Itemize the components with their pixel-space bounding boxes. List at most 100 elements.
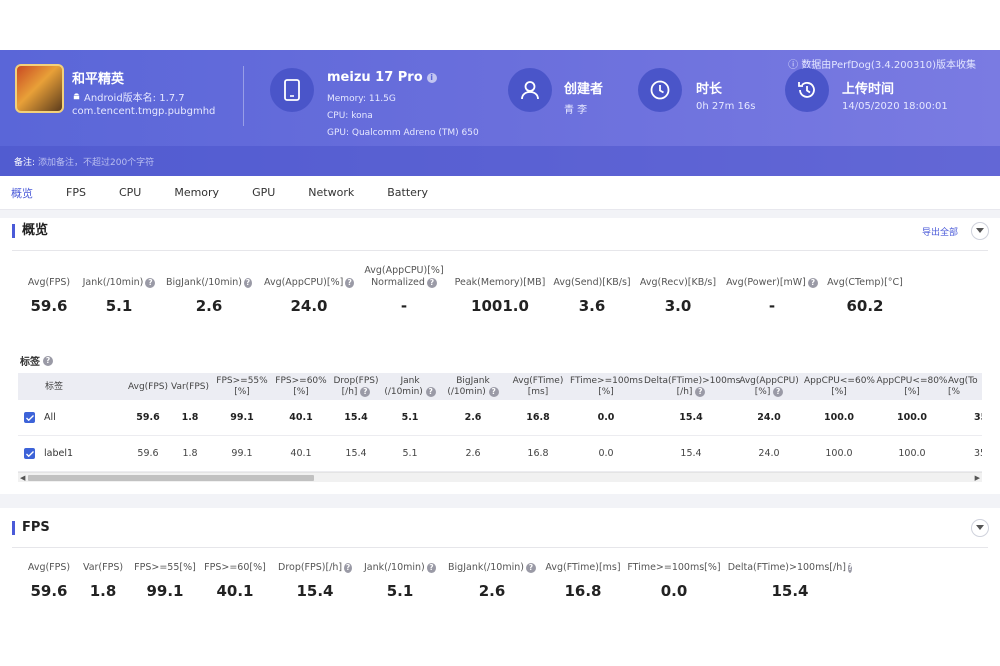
help-icon[interactable]: ? bbox=[773, 387, 784, 397]
section-gap bbox=[0, 210, 1000, 218]
table-cell: 1.8 bbox=[182, 448, 198, 459]
help-icon[interactable]: ? bbox=[145, 278, 156, 288]
header-divider bbox=[243, 66, 244, 126]
col-header: AppCPU<=60% [%] bbox=[804, 376, 875, 397]
note-input[interactable]: 添加备注，不超过200个字符 bbox=[38, 158, 155, 168]
stat-label: Drop(FPS)[/h]? bbox=[278, 562, 352, 574]
help-icon[interactable]: ? bbox=[425, 387, 436, 397]
tab-fps[interactable]: FPS bbox=[66, 186, 86, 199]
device-info-icon[interactable]: i bbox=[426, 72, 437, 83]
perfdog-version-text: 数据由PerfDog(3.4.200310)版本收集 bbox=[801, 60, 976, 71]
col-header: AppCPU<=80% [%] bbox=[876, 376, 948, 397]
duration-value: 0h 27m 16s bbox=[696, 101, 756, 112]
help-icon[interactable]: ? bbox=[426, 563, 436, 573]
col-header: FTime>=100ms [%] bbox=[570, 376, 643, 397]
stat-value: 3.0 bbox=[664, 297, 692, 315]
tab-bar: 概览 FPS CPU Memory GPU Network Battery bbox=[0, 176, 1000, 210]
fps-collapse-button[interactable] bbox=[971, 519, 989, 537]
table-cell: 15.4 bbox=[345, 448, 367, 459]
table-cell: 40.1 bbox=[290, 448, 312, 459]
col-header: 标签 bbox=[44, 382, 63, 392]
row-checkbox[interactable] bbox=[24, 448, 35, 459]
help-icon[interactable]: ? bbox=[807, 278, 818, 288]
table-row: All 59.6 1.8 99.1 40.1 15.4 5.1 2.6 16.8… bbox=[18, 400, 982, 436]
col-header: FPS>=60% [%] bbox=[275, 376, 327, 397]
chevron-down-icon bbox=[976, 525, 984, 530]
help-icon[interactable]: ? bbox=[344, 563, 352, 573]
stat-label: Jank(/10min)? bbox=[82, 277, 156, 289]
export-all-link[interactable]: 导出全部 bbox=[922, 228, 959, 238]
stat-value: 59.6 bbox=[30, 297, 68, 315]
device-icon bbox=[270, 68, 314, 112]
help-icon[interactable]: ? bbox=[426, 278, 437, 288]
col-header: Avg(FPS) bbox=[127, 382, 168, 392]
device-cpu: CPU: kona bbox=[327, 111, 373, 121]
fps-stat-delta-ftime: Delta(FTime)>100ms[/h]? 15.4 bbox=[728, 562, 853, 600]
stat-label: Avg(Power)[mW]? bbox=[726, 277, 818, 289]
stat-label: FPS>=55[%] bbox=[134, 562, 196, 573]
stat-label: FPS>=60[%] bbox=[204, 562, 266, 573]
scroll-thumb[interactable] bbox=[28, 475, 314, 481]
stat-label: Avg(FPS) bbox=[27, 562, 71, 573]
overview-collapse-button[interactable] bbox=[971, 222, 989, 240]
tab-battery[interactable]: Battery bbox=[387, 186, 428, 199]
app-name: 和平精英 bbox=[72, 72, 125, 87]
stat-value: 60.2 bbox=[846, 297, 884, 315]
tab-network[interactable]: Network bbox=[308, 186, 355, 199]
col-header: Avg(To [% bbox=[948, 376, 978, 397]
device-gpu: GPU: Qualcomm Adreno (TM) 650 bbox=[327, 128, 479, 138]
col-header: Var(FPS) bbox=[170, 382, 209, 392]
stat-avg-appcpu: Avg(AppCPU)[%]? 24.0 bbox=[264, 277, 354, 315]
tab-overview[interactable]: 概览 bbox=[11, 186, 33, 200]
upload-time-label: 上传时间 bbox=[842, 82, 895, 97]
row-checkbox[interactable] bbox=[24, 412, 35, 423]
table-cell: 100.0 bbox=[825, 448, 853, 459]
user-icon bbox=[508, 68, 552, 112]
tab-gpu[interactable]: GPU bbox=[252, 186, 276, 199]
perfdog-version-note: ⓘ 数据由PerfDog(3.4.200310)版本收集 bbox=[788, 60, 976, 71]
stat-label-text: Normalized bbox=[371, 277, 425, 288]
stat-label: Avg(FPS) bbox=[27, 277, 71, 288]
table-cell: 24.0 bbox=[758, 448, 780, 459]
stat-label: Avg(AppCPU)[%]? bbox=[264, 277, 354, 289]
stat-value: 15.4 bbox=[296, 582, 334, 600]
device-name-text: meizu 17 Pro bbox=[327, 70, 423, 85]
stat-value: 15.4 bbox=[771, 582, 809, 600]
stat-value: 1001.0 bbox=[471, 297, 529, 315]
table-cell: 2.6 bbox=[465, 448, 481, 459]
table-horizontal-scrollbar[interactable]: ◀ ▶ bbox=[18, 472, 982, 482]
help-icon[interactable]: ? bbox=[43, 355, 53, 366]
help-icon[interactable]: ? bbox=[345, 278, 354, 288]
stat-label-text: BigJank(/10min) bbox=[448, 562, 524, 573]
fps-stat-avg-fps: Avg(FPS) 59.6 bbox=[18, 562, 80, 600]
stat-label: Avg(Send)[KB/s] bbox=[553, 277, 631, 288]
stat-label: Peak(Memory)[MB] bbox=[454, 277, 546, 288]
scroll-right-arrow-icon[interactable]: ▶ bbox=[974, 474, 980, 482]
fps-stat-avg-ftime: Avg(FTime)[ms] 16.8 bbox=[545, 562, 620, 600]
stat-label: Var(FPS) bbox=[82, 562, 124, 573]
tab-cpu[interactable]: CPU bbox=[118, 186, 142, 199]
stat-value: 16.8 bbox=[564, 582, 602, 600]
tab-memory[interactable]: Memory bbox=[174, 186, 220, 199]
stat-avg-ctemp: Avg(CTemp)[°C] 60.2 bbox=[827, 277, 903, 315]
app-version: Android版本名: 1.7.7 bbox=[72, 89, 185, 104]
stat-value: 5.1 bbox=[386, 582, 414, 600]
help-icon[interactable]: ? bbox=[525, 563, 536, 573]
fps-stat-var-fps: Var(FPS) 1.8 bbox=[76, 562, 130, 600]
android-icon bbox=[73, 93, 80, 100]
stat-label: Delta(FTime)>100ms[/h]? bbox=[728, 562, 853, 574]
help-icon[interactable]: ? bbox=[847, 563, 853, 573]
stat-value: 24.0 bbox=[290, 297, 328, 315]
table-cell: 24.0 bbox=[757, 412, 781, 423]
history-icon bbox=[785, 68, 829, 112]
help-icon[interactable]: ? bbox=[360, 387, 371, 397]
table-cell: 99.1 bbox=[230, 412, 254, 423]
help-icon[interactable]: ? bbox=[488, 387, 499, 397]
help-icon[interactable]: ? bbox=[243, 278, 252, 288]
scroll-left-arrow-icon[interactable]: ◀ bbox=[20, 474, 26, 482]
table-header: 标签 Avg(FPS) Var(FPS) FPS>=55% [%] FPS>=60… bbox=[18, 373, 982, 400]
row-label: label1 bbox=[44, 448, 74, 459]
col-header: Delta(FTime)>100ms [/h] ? bbox=[644, 376, 741, 397]
help-icon[interactable]: ? bbox=[695, 387, 706, 397]
